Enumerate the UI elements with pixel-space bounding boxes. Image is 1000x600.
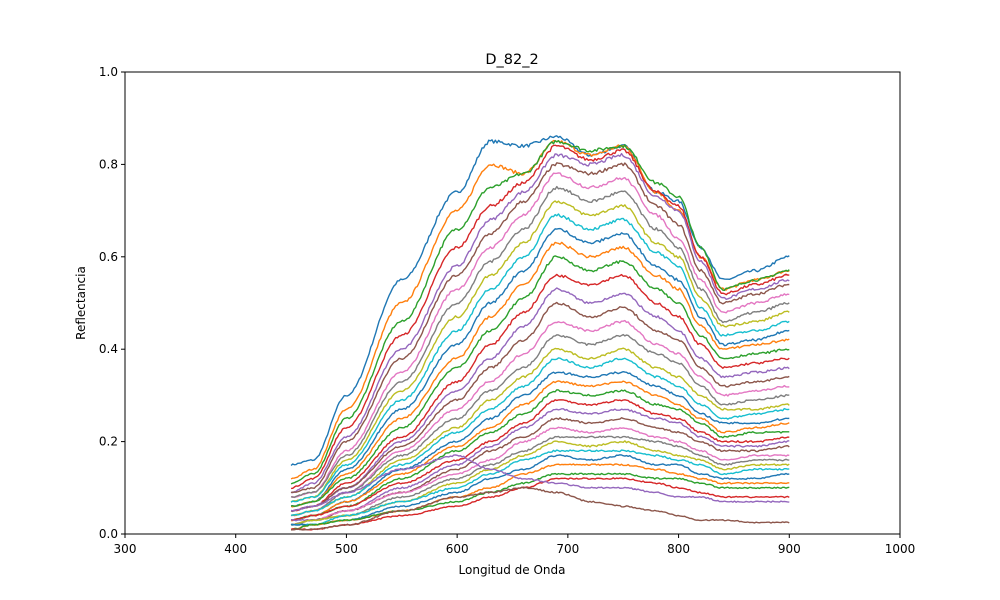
y-tick-label: 0.4: [99, 342, 118, 356]
series-line: [290, 486, 790, 531]
y-axis-label: Reflectancia: [74, 266, 88, 340]
series-line: [290, 301, 790, 513]
y-tick-label: 1.0: [99, 65, 118, 79]
y-tick-label: 0.6: [99, 250, 118, 264]
series-line: [291, 389, 790, 521]
series-line: [291, 347, 790, 517]
series-line: [290, 139, 790, 485]
series-line: [290, 449, 790, 526]
x-tick-label: 500: [335, 542, 358, 556]
chart-title: D_82_2: [485, 52, 538, 68]
series-line: [290, 200, 790, 503]
series-line: [290, 408, 790, 522]
series-line: [290, 399, 790, 521]
x-tick-label: 800: [667, 542, 690, 556]
series-line: [290, 477, 790, 531]
series-line: [290, 255, 790, 508]
series-line: [290, 213, 790, 503]
series-line: [290, 152, 790, 494]
x-tick-label: 600: [446, 542, 469, 556]
series-line: [290, 333, 790, 517]
series-line: [290, 370, 790, 522]
plot-frame: [124, 71, 901, 535]
y-tick-label: 0.8: [99, 157, 118, 171]
series-line: [290, 454, 790, 526]
series-line: [290, 162, 790, 494]
series-line: [290, 426, 790, 526]
series-layer: [290, 135, 790, 531]
series-line: [291, 454, 790, 512]
x-tick-label: 900: [778, 542, 801, 556]
series-line: [291, 463, 790, 531]
series-line: [290, 273, 790, 512]
x-axis: 300 400 500 600 700 800 900 1000: [114, 534, 916, 556]
series-line: [290, 319, 790, 517]
series-line: [291, 227, 790, 507]
y-axis: 0.0 0.2 0.4 0.6 0.8 1.0: [99, 65, 125, 541]
x-axis-label: Longitud de Onda: [459, 563, 566, 577]
series-line: [290, 472, 790, 531]
series-line: [290, 172, 790, 499]
series-line: [291, 380, 790, 522]
y-tick-label: 0.2: [99, 435, 118, 449]
series-line: [290, 241, 790, 508]
series-line: [290, 287, 790, 512]
series-line: [290, 435, 790, 526]
x-tick-label: 400: [224, 542, 247, 556]
y-tick-label: 0.0: [99, 527, 118, 541]
x-tick-label: 300: [114, 542, 137, 556]
x-tick-label: 1000: [885, 542, 916, 556]
series-line: [290, 185, 790, 498]
series-line: [290, 144, 790, 490]
x-tick-label: 700: [556, 542, 579, 556]
